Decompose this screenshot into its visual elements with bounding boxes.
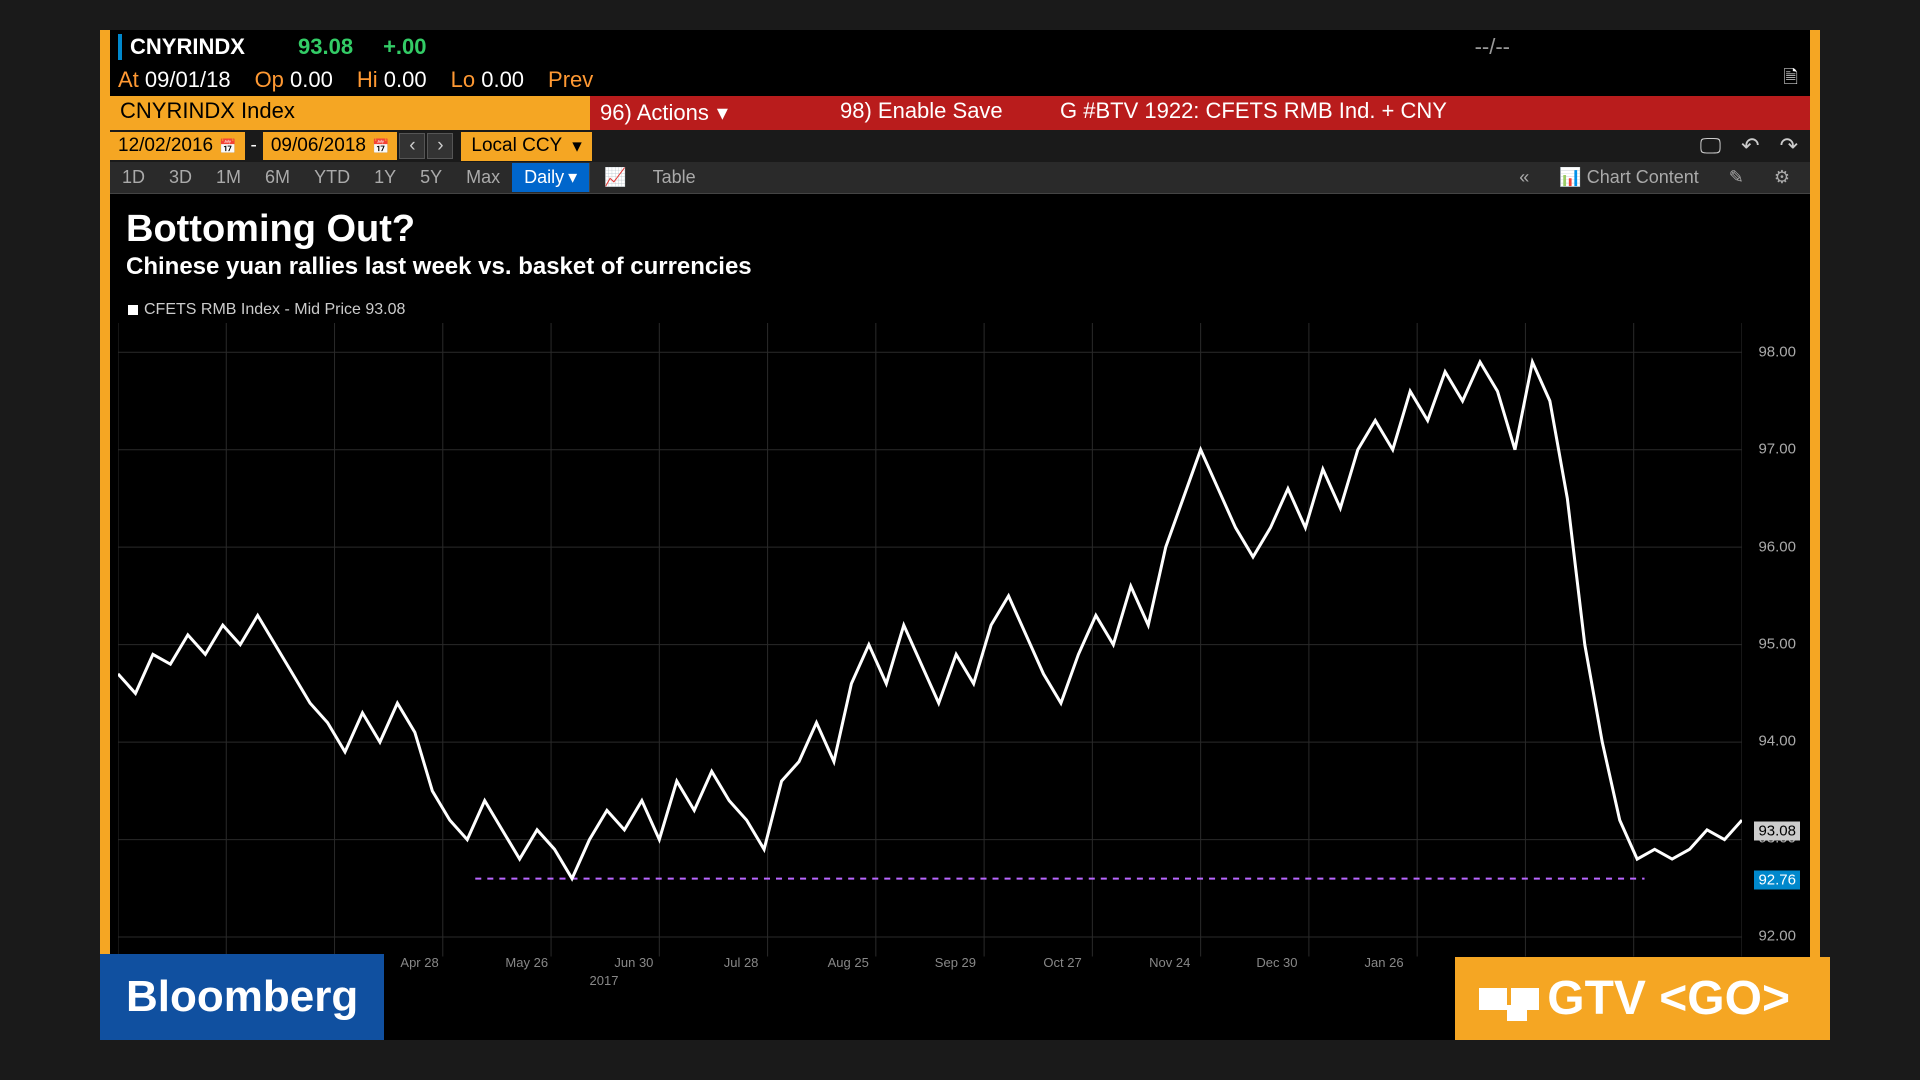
- price-chart[interactable]: [118, 323, 1742, 957]
- y-tick-label: 95.00: [1758, 635, 1796, 652]
- range-ytd[interactable]: YTD: [302, 163, 362, 192]
- range-1m[interactable]: 1M: [204, 163, 253, 192]
- gtv-text: GTV <GO>: [1547, 971, 1790, 1026]
- x-tick-label: Sep 29: [935, 955, 976, 970]
- range-max[interactable]: Max: [454, 163, 512, 192]
- current-price-label: 93.08: [1754, 821, 1800, 840]
- date-next-button[interactable]: ›: [427, 133, 453, 159]
- range-5y[interactable]: 5Y: [408, 163, 454, 192]
- hi-label: Hi: [357, 67, 378, 92]
- ribbon-bar: CNYRINDX Index 96) Actions▾ 98) Enable S…: [110, 96, 1810, 130]
- x-tick-label: Nov 24: [1149, 955, 1190, 970]
- range-1d[interactable]: 1D: [110, 163, 157, 192]
- y-tick-label: 92.00: [1758, 927, 1796, 944]
- x-tick-label: Aug 25: [828, 955, 869, 970]
- range-6m[interactable]: 6M: [253, 163, 302, 192]
- bloomberg-logo: Bloomberg: [100, 954, 384, 1040]
- hi-value: 0.00: [384, 67, 427, 92]
- date-toolbar: 12/02/2016 - 09/06/2018 ‹ › Local CCY 🖵 …: [110, 130, 1810, 162]
- date-separator: -: [245, 135, 263, 157]
- currency-select[interactable]: Local CCY: [461, 132, 591, 161]
- chart-legend: CFETS RMB Index - Mid Price 93.08: [128, 301, 405, 319]
- actions-menu[interactable]: 96) Actions▾: [590, 96, 830, 130]
- ticker-symbol[interactable]: CNYRINDX: [118, 34, 268, 60]
- headline-title: Bottoming Out?: [126, 208, 1794, 251]
- x-tick-label: Jul 28: [724, 955, 759, 970]
- range-1y[interactable]: 1Y: [362, 163, 408, 192]
- quote-row-1: CNYRINDX 93.08 +.00 --/--: [110, 30, 1810, 64]
- chart-type-icon[interactable]: 📈: [589, 163, 640, 192]
- chart-title-ribbon: G #BTV 1922: CFETS RMB Ind. + CNY: [1050, 96, 1810, 130]
- calendar-icon[interactable]: [372, 135, 389, 157]
- x-tick-label: Oct 27: [1043, 955, 1081, 970]
- chart-content-button[interactable]: 📊 Chart Content: [1559, 167, 1698, 188]
- op-value: 0.00: [290, 67, 333, 92]
- prev-label: Prev: [548, 67, 593, 93]
- range-dash: --/--: [1475, 34, 1510, 60]
- y-axis: 92.0093.0094.0095.0096.0097.0098.0093.08…: [1742, 323, 1802, 955]
- legend-marker: [128, 305, 138, 315]
- date-to[interactable]: 09/06/2018: [263, 132, 398, 160]
- range-toolbar: 1D3D1M6MYTD1Y5YMax Daily 📈 Table « 📊 Cha…: [110, 162, 1810, 194]
- op-label: Op: [255, 67, 284, 92]
- secondary-price-label: 92.76: [1754, 870, 1800, 889]
- redo-icon[interactable]: ↷: [1780, 133, 1798, 159]
- quote-row-2: At 09/01/18 Op 0.00 Hi 0.00 Lo 0.00 Prev…: [110, 64, 1810, 96]
- undo-icon[interactable]: ↶: [1741, 133, 1759, 159]
- collapse-icon[interactable]: «: [1519, 167, 1529, 188]
- date-from[interactable]: 12/02/2016: [110, 132, 245, 160]
- terminal-window: CNYRINDX 93.08 +.00 --/-- At 09/01/18 Op…: [100, 30, 1820, 1040]
- screen-icon[interactable]: 🖵: [1700, 133, 1721, 159]
- y-tick-label: 96.00: [1758, 538, 1796, 555]
- headline-subtitle: Chinese yuan rallies last week vs. baske…: [126, 253, 1794, 281]
- gtv-banner: GTV <GO>: [1455, 957, 1830, 1040]
- y-tick-label: 98.00: [1758, 344, 1796, 361]
- at-value: 09/01/18: [145, 67, 231, 92]
- lo-value: 0.00: [481, 67, 524, 92]
- price-change: +.00: [383, 34, 426, 60]
- edit-icon[interactable]: ✎: [1729, 167, 1744, 188]
- document-icon[interactable]: 🗎: [1784, 65, 1798, 95]
- gear-icon[interactable]: ⚙: [1774, 167, 1790, 188]
- range-3d[interactable]: 3D: [157, 163, 204, 192]
- frequency-select[interactable]: Daily: [512, 163, 589, 192]
- x-tick-label: Dec 30: [1256, 955, 1297, 970]
- x-tick-label: Jun 30: [614, 955, 653, 970]
- index-name[interactable]: CNYRINDX Index: [110, 96, 590, 130]
- last-price: 93.08: [298, 34, 353, 60]
- y-tick-label: 97.00: [1758, 441, 1796, 458]
- table-button[interactable]: Table: [641, 163, 708, 192]
- enable-save[interactable]: 98) Enable Save: [830, 96, 1050, 130]
- x-tick-label: Jan 26: [1365, 955, 1404, 970]
- date-prev-button[interactable]: ‹: [399, 133, 425, 159]
- chart-area[interactable]: CFETS RMB Index - Mid Price 93.08 92.00 9…: [118, 295, 1802, 1015]
- calendar-icon[interactable]: [219, 135, 236, 157]
- y-tick-label: 94.00: [1758, 733, 1796, 750]
- x-year-label: 2017: [590, 973, 619, 988]
- at-label: At: [118, 67, 139, 92]
- x-tick-label: Apr 28: [400, 955, 438, 970]
- lo-label: Lo: [451, 67, 475, 92]
- x-tick-label: May 26: [505, 955, 548, 970]
- headline-block: Bottoming Out? Chinese yuan rallies last…: [110, 194, 1810, 289]
